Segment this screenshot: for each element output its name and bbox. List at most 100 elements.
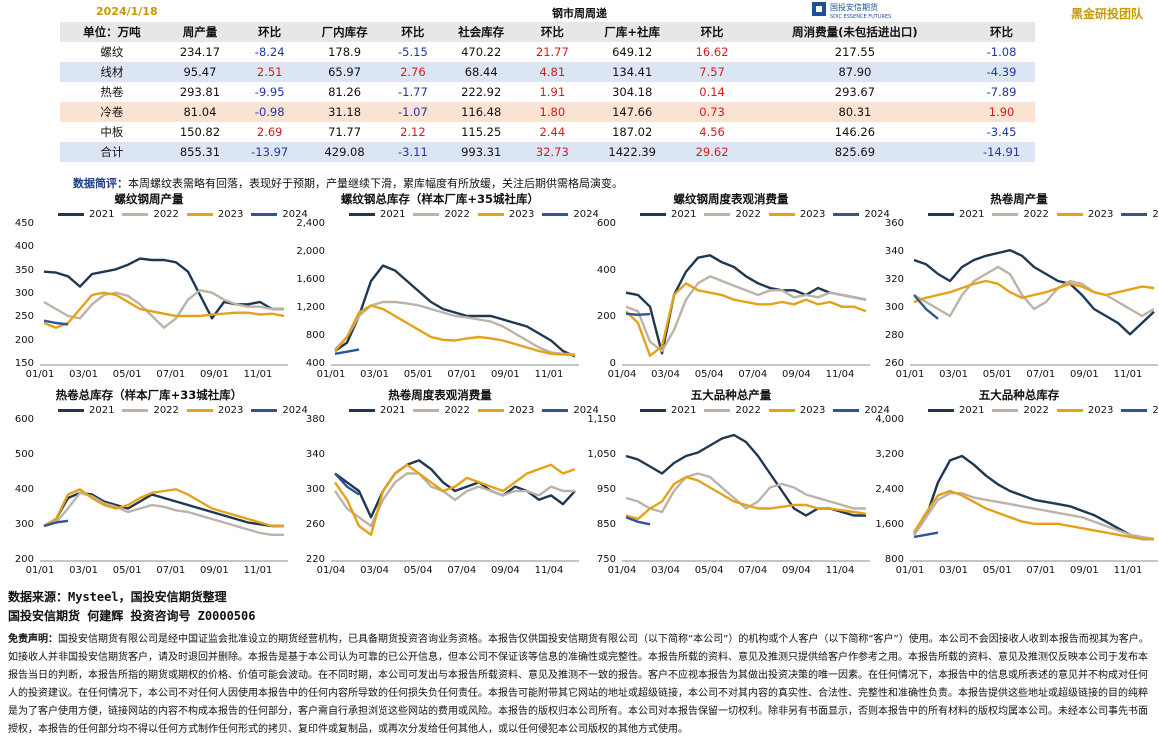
legend-item: 2024 <box>251 405 308 416</box>
series-line-2022 <box>625 472 866 514</box>
legend-item: 2024 <box>542 405 599 416</box>
x-tick-label: 05/01 <box>403 369 433 380</box>
legend-label: 2022 <box>735 209 761 220</box>
table-cell: 2.69 <box>256 125 283 139</box>
legend-item: 2023 <box>186 209 243 220</box>
table-cell: 21.77 <box>535 45 569 59</box>
y-tick-label: 400 <box>305 358 325 369</box>
x-tick-label: 09/01 <box>199 565 229 576</box>
legend-swatch <box>542 212 569 216</box>
logo-subtext: SDIC ESSENCE FUTURES <box>830 14 891 20</box>
chart-legend: 2021 2022 2023 2024 <box>58 209 316 220</box>
table-cell: 1.80 <box>539 105 566 119</box>
chart-panel: 热卷周度表观消费量 2021 2022 2023 2024 380 340 300 260 220… <box>297 388 599 576</box>
disclaimer-label: 免责声明： <box>8 634 58 645</box>
y-tick-label: 300 <box>305 484 325 495</box>
chart-title: 五大品种总库存 <box>978 388 1060 402</box>
legend-item: 2021 <box>58 209 114 220</box>
legend-item: 2022 <box>413 209 470 220</box>
x-tick-label: 05/01 <box>982 369 1012 380</box>
legend-label: 2024 <box>864 209 890 220</box>
legend-item: 2023 <box>477 405 535 416</box>
table-cell: 147.66 <box>612 105 653 119</box>
table-cell: 81.04 <box>183 105 217 119</box>
chart-panel: 螺纹钢周产量 2021 2022 2023 2024 450 400 350 300 250 200… <box>6 192 308 380</box>
table-row: 合计 855.31 -13.97 429.08 -3.11 993.31 32.73 1422… <box>60 142 1035 162</box>
x-tick-label: 07/04 <box>738 369 768 380</box>
table-cell: 649.12 <box>612 45 653 59</box>
y-tick-label: 260 <box>884 358 904 369</box>
y-tick-label: 2,400 <box>296 218 325 229</box>
x-tick-label: 03/01 <box>69 565 98 576</box>
x-tick-label: 11/04 <box>825 369 855 380</box>
legend-label: 2023 <box>799 405 826 416</box>
table-cell: 825.69 <box>834 145 876 159</box>
x-tick-label: 07/04 <box>738 565 768 576</box>
legend-label: 2022 <box>735 405 761 416</box>
x-tick-label: 03/01 <box>939 369 968 380</box>
series-line-2022 <box>43 289 284 329</box>
table-cell: -4.39 <box>986 65 1017 79</box>
legend-label: 2023 <box>508 405 535 416</box>
chart-panel: 热卷总库存（样本厂库+33城社库） 2021 2022 2023 2024 600 500 4… <box>6 388 308 576</box>
table-cell: 429.08 <box>324 145 365 159</box>
table-cell: 993.31 <box>461 145 502 159</box>
x-tick-label: 09/04 <box>781 565 811 576</box>
legend-item: 2022 <box>704 405 761 416</box>
legend-label: 2023 <box>1087 405 1114 416</box>
legend-item: 2021 <box>349 209 405 220</box>
series-line-2024 <box>913 531 939 539</box>
table-cell: 68.44 <box>464 65 498 79</box>
table-cell: 2.44 <box>539 125 566 139</box>
line-chart <box>622 433 870 562</box>
legend-label: 2022 <box>153 209 179 220</box>
table-cell: 304.18 <box>612 85 653 99</box>
legend-swatch <box>704 212 731 216</box>
legend-swatch <box>992 408 1019 412</box>
chart-title: 螺纹钢周度表观消费量 <box>673 192 789 206</box>
y-tick-label: 1,050 <box>587 449 616 460</box>
weekly-steel-table: 单位：万吨 周产量 环比 厂内库存 环比 社会库存 环比 厂库+社库 环比 周消费量(未包括进出口… <box>60 22 1035 162</box>
series-line-2021 <box>334 264 576 358</box>
table-cell: 16.62 <box>695 45 729 59</box>
table-header-cell: 环比 <box>540 25 564 39</box>
legend-label: 2021 <box>959 405 985 416</box>
author-line: 国投安信期货 何建辉 投资咨询号 Z0000506 <box>8 609 256 623</box>
series-line-2024 <box>913 294 939 320</box>
series-line-2021 <box>43 491 284 528</box>
legend-swatch <box>1121 408 1148 412</box>
legend-swatch <box>928 408 954 412</box>
table-cell: -1.08 <box>986 45 1017 59</box>
table-cell: 150.82 <box>179 125 221 139</box>
table-cell: -1.07 <box>398 105 428 119</box>
y-tick-label: 400 <box>596 264 616 276</box>
series-line-2022 <box>43 491 284 537</box>
legend-label: 2023 <box>508 209 535 220</box>
y-tick-label: 300 <box>884 302 904 313</box>
chart-panel: 热卷周产量20212022202320243603403203002802600… <box>876 192 1159 380</box>
table-cell: 0.14 <box>699 85 725 99</box>
table-cell: -8.24 <box>254 45 285 59</box>
table-cell: 2.76 <box>400 65 426 79</box>
x-tick-label: 03/04 <box>651 369 680 380</box>
y-tick-label: 800 <box>884 554 904 565</box>
line-chart <box>40 257 288 366</box>
table-header-cell: 厂库+社库 <box>604 25 661 39</box>
legend-swatch <box>251 408 278 412</box>
line-chart <box>622 254 870 366</box>
x-tick-label: 05/01 <box>112 565 142 576</box>
y-tick-label: 600 <box>14 414 34 425</box>
legend-swatch <box>768 212 795 216</box>
table-cell: 293.67 <box>834 85 876 99</box>
x-tick-label: 07/01 <box>156 369 186 380</box>
series-line-2024 <box>334 348 360 355</box>
chart-panel: 五大品种总库存 2021 2022 2023 2024 4,000 3,200 2,400 1,… <box>875 388 1159 576</box>
legend-item: 2022 <box>704 209 761 220</box>
legend-item: 2022 <box>413 405 470 416</box>
y-tick-label: 400 <box>14 241 34 253</box>
y-tick-label: 250 <box>14 311 34 323</box>
legend-swatch <box>1056 212 1083 216</box>
y-tick-label: 2,000 <box>296 246 325 257</box>
legend-label: 2022 <box>1023 209 1049 220</box>
series-line-2024 <box>334 472 360 496</box>
